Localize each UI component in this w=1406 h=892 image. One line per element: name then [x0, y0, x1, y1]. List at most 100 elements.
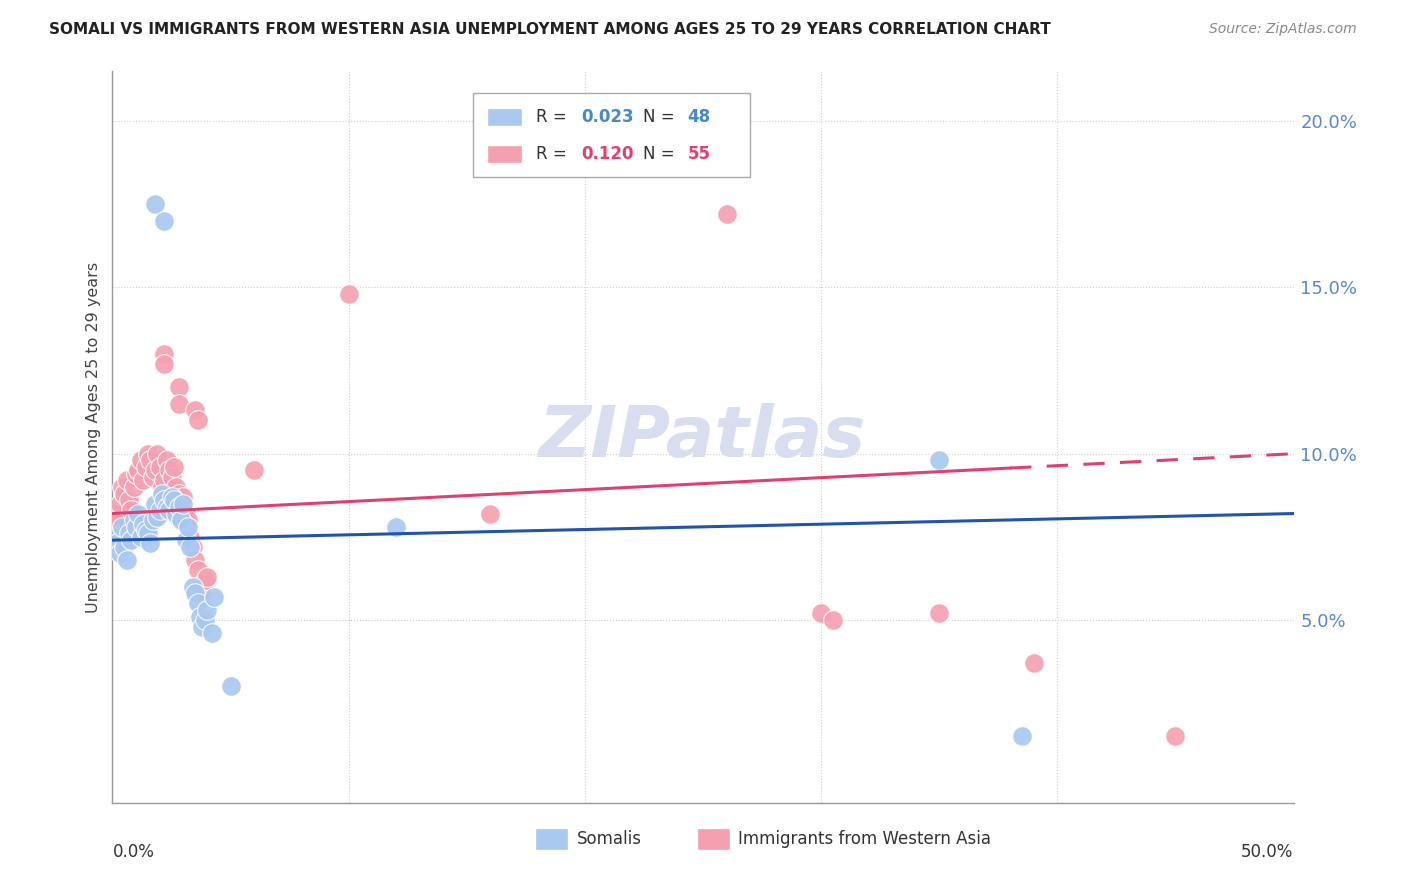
FancyBboxPatch shape	[536, 829, 568, 850]
Point	[104, 530, 127, 544]
Text: R =: R =	[537, 145, 572, 163]
Point	[115, 553, 138, 567]
Point	[1011, 729, 1033, 743]
Point	[104, 507, 127, 521]
Point	[186, 413, 208, 427]
Point	[191, 586, 214, 600]
Text: 0.0%: 0.0%	[112, 843, 155, 861]
Text: 0.120: 0.120	[581, 145, 634, 163]
Point	[153, 347, 176, 361]
Point	[928, 607, 950, 621]
Text: N =: N =	[643, 108, 679, 126]
Point	[186, 563, 208, 577]
Point	[167, 380, 190, 394]
Point	[135, 523, 157, 537]
Point	[127, 463, 149, 477]
Point	[118, 493, 141, 508]
Text: SOMALI VS IMMIGRANTS FROM WESTERN ASIA UNEMPLOYMENT AMONG AGES 25 TO 29 YEARS CO: SOMALI VS IMMIGRANTS FROM WESTERN ASIA U…	[49, 22, 1050, 37]
Point	[181, 540, 204, 554]
Point	[179, 530, 201, 544]
Y-axis label: Unemployment Among Ages 25 to 29 years: Unemployment Among Ages 25 to 29 years	[86, 261, 101, 613]
Point	[150, 486, 173, 500]
Point	[184, 553, 207, 567]
Point	[142, 513, 165, 527]
Text: 55: 55	[688, 145, 710, 163]
Text: Immigrants from Western Asia: Immigrants from Western Asia	[738, 830, 991, 848]
FancyBboxPatch shape	[472, 94, 751, 178]
Point	[1164, 729, 1187, 743]
Point	[146, 447, 169, 461]
Point	[153, 214, 176, 228]
Point	[143, 197, 166, 211]
Text: N =: N =	[643, 145, 679, 163]
Point	[195, 603, 218, 617]
Text: Source: ZipAtlas.com: Source: ZipAtlas.com	[1209, 22, 1357, 37]
Point	[122, 513, 145, 527]
Point	[149, 503, 172, 517]
Point	[146, 509, 169, 524]
Point	[163, 460, 186, 475]
Point	[202, 590, 225, 604]
Point	[125, 467, 148, 481]
Point	[111, 480, 134, 494]
Point	[136, 526, 159, 541]
Point	[122, 480, 145, 494]
Point	[167, 486, 190, 500]
Point	[172, 490, 194, 504]
Point	[167, 500, 190, 514]
Point	[108, 497, 131, 511]
Point	[243, 463, 266, 477]
Point	[186, 596, 208, 610]
Point	[172, 497, 194, 511]
Point	[150, 480, 173, 494]
Point	[810, 607, 832, 621]
Point	[170, 497, 193, 511]
Point	[153, 473, 176, 487]
FancyBboxPatch shape	[486, 145, 522, 162]
Point	[153, 493, 176, 508]
Point	[160, 470, 183, 484]
Point	[112, 486, 135, 500]
Point	[157, 463, 180, 477]
Point	[1022, 656, 1045, 670]
Point	[163, 493, 186, 508]
Point	[111, 520, 134, 534]
Point	[139, 453, 162, 467]
Point	[184, 403, 207, 417]
Point	[125, 520, 148, 534]
Point	[156, 453, 179, 467]
Point	[928, 453, 950, 467]
Point	[337, 287, 360, 301]
Point	[120, 533, 142, 548]
Point	[716, 207, 738, 221]
Point	[170, 513, 193, 527]
Text: 50.0%: 50.0%	[1241, 843, 1294, 861]
Point	[120, 503, 142, 517]
Text: 0.023: 0.023	[581, 108, 634, 126]
Point	[105, 513, 128, 527]
Point	[194, 573, 217, 587]
Point	[143, 463, 166, 477]
Point	[174, 507, 197, 521]
FancyBboxPatch shape	[486, 108, 522, 126]
Point	[108, 546, 131, 560]
Point	[165, 480, 187, 494]
Point	[219, 680, 242, 694]
Point	[188, 609, 211, 624]
Point	[181, 580, 204, 594]
Point	[160, 490, 183, 504]
Point	[129, 453, 152, 467]
Point	[132, 473, 155, 487]
Point	[174, 533, 197, 548]
Text: Somalis: Somalis	[576, 830, 641, 848]
Point	[139, 536, 162, 550]
Point	[156, 500, 179, 514]
Point	[143, 497, 166, 511]
Text: ZIPatlas: ZIPatlas	[540, 402, 866, 472]
Point	[149, 460, 172, 475]
Text: 48: 48	[688, 108, 711, 126]
Point	[127, 507, 149, 521]
Point	[129, 530, 152, 544]
Point	[118, 526, 141, 541]
Point	[195, 570, 218, 584]
